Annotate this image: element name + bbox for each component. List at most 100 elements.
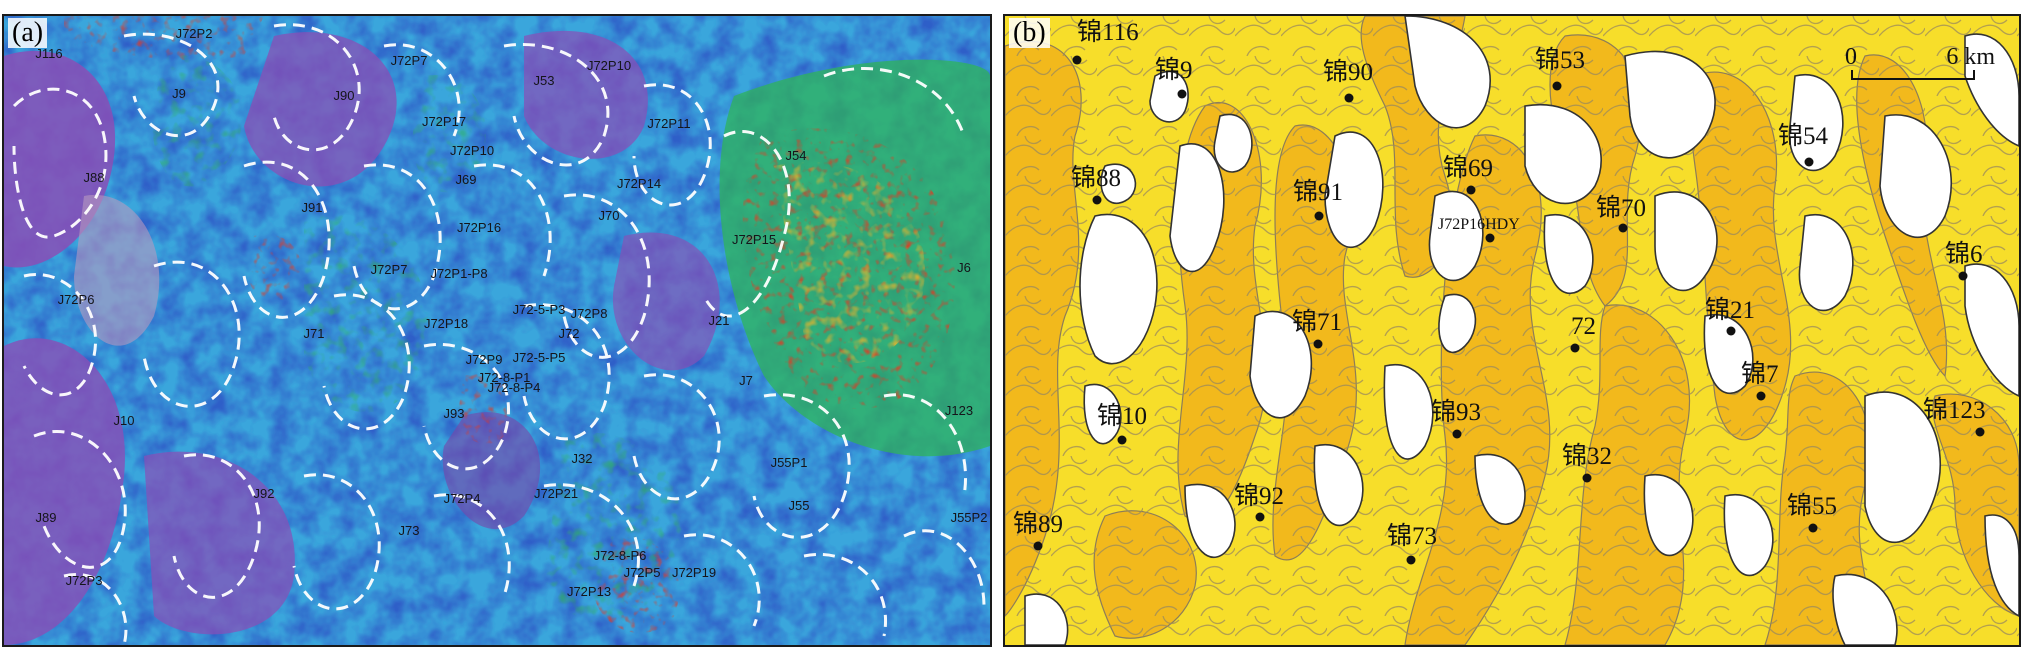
well-label-a: J72P19 bbox=[671, 565, 717, 580]
scale-bar-line bbox=[1851, 78, 1975, 80]
well-label-a: J72P3 bbox=[65, 573, 103, 588]
well-marker bbox=[1756, 391, 1766, 401]
well-label-b: 锦123 bbox=[1923, 397, 1986, 424]
well-label-b: 72 bbox=[1571, 313, 1596, 340]
well-label-b: 锦93 bbox=[1431, 399, 1482, 426]
attribute-map-panel: (a) J116 J72P2 J9 J88 J72P7 J90 J53 J72P10 J72P1… bbox=[2, 14, 992, 647]
sand-body-map bbox=[1005, 16, 2019, 645]
well-label-b: 锦89 bbox=[1013, 511, 1064, 538]
well-marker bbox=[1406, 555, 1416, 565]
well-label-a: J123 bbox=[944, 403, 974, 418]
well-marker bbox=[1466, 185, 1476, 195]
well-label-a: J72P1-P8 bbox=[430, 266, 488, 281]
well-label-b: 锦21 bbox=[1705, 297, 1756, 324]
well-marker bbox=[1618, 223, 1628, 233]
well-label-a: J32 bbox=[571, 451, 593, 466]
well-label-a: J72P4 bbox=[443, 491, 481, 506]
well-label-b: 锦69 bbox=[1443, 155, 1494, 182]
well-label-a: J9 bbox=[172, 86, 186, 101]
well-label-a: J69 bbox=[455, 172, 477, 187]
well-label-a: J55 bbox=[788, 498, 810, 513]
scale-bar-tick-right bbox=[1973, 70, 1975, 78]
well-label-a: J72P9 bbox=[465, 352, 503, 367]
well-label-a: J72P18 bbox=[423, 316, 469, 331]
well-marker bbox=[1726, 326, 1736, 336]
well-marker bbox=[1485, 233, 1495, 243]
well-marker bbox=[1958, 271, 1968, 281]
well-label-a: J90 bbox=[333, 88, 355, 103]
well-label-a: J72-8-P4 bbox=[487, 380, 541, 395]
well-label-a: J72-5-P3 bbox=[512, 302, 566, 317]
well-marker bbox=[1975, 427, 1985, 437]
well-label-b: 锦88 bbox=[1071, 165, 1122, 192]
well-label-a: J72P13 bbox=[566, 584, 612, 599]
well-label-a: J72P10 bbox=[449, 143, 495, 158]
well-label-a: J72P21 bbox=[533, 486, 579, 501]
well-label-b: 锦71 bbox=[1292, 309, 1343, 336]
well-label-a: J6 bbox=[957, 260, 971, 275]
seismic-attribute-image bbox=[4, 16, 990, 645]
well-label-b: 锦90 bbox=[1323, 59, 1374, 86]
panel-a-label: (a) bbox=[8, 18, 48, 48]
well-marker bbox=[1344, 93, 1354, 103]
well-label-a: J55P1 bbox=[770, 455, 808, 470]
well-label-a: J93 bbox=[443, 406, 465, 421]
well-label-a: J72P5 bbox=[623, 565, 661, 580]
well-label-b: 锦53 bbox=[1535, 47, 1586, 74]
well-label-a: J53 bbox=[533, 73, 555, 88]
well-label-a: J55P2 bbox=[950, 510, 988, 525]
well-label-a: J21 bbox=[708, 313, 730, 328]
well-marker bbox=[1313, 339, 1323, 349]
well-label-a: J72P7 bbox=[390, 53, 428, 68]
well-label-b: 锦91 bbox=[1293, 179, 1344, 206]
well-label-a: J72P17 bbox=[421, 114, 467, 129]
well-label-a: J72P2 bbox=[175, 26, 213, 41]
well-label-a: J7 bbox=[739, 373, 753, 388]
well-marker bbox=[1570, 343, 1580, 353]
well-marker bbox=[1452, 429, 1462, 439]
well-label-a: J72-8-P1 bbox=[477, 370, 531, 385]
well-label-a: J72P10 bbox=[586, 58, 632, 73]
scale-bar-distance-label: 6 km bbox=[1946, 44, 1995, 70]
well-label-a: J72P16 bbox=[456, 220, 502, 235]
well-label-a: J72P8 bbox=[570, 306, 608, 321]
well-label-b: 锦6 bbox=[1945, 241, 1983, 268]
well-label-b: 锦73 bbox=[1387, 523, 1438, 550]
well-label-a: J72-8-P6 bbox=[593, 548, 647, 563]
scale-bar: 0 6 km bbox=[1845, 44, 1995, 84]
well-label-a: J116 bbox=[35, 46, 63, 61]
well-marker bbox=[1033, 541, 1043, 551]
well-label-a: J72P11 bbox=[647, 116, 691, 131]
sand-body-map-panel: (b) 0 6 km 锦116 锦9 锦90 锦53 锦54 锦88 锦69 锦91 锦70 J7… bbox=[1003, 14, 2021, 647]
well-marker bbox=[1582, 473, 1592, 483]
well-label-a: J54 bbox=[785, 148, 807, 163]
well-label-b: 锦116 bbox=[1077, 19, 1139, 46]
well-label-b: J72P16HDY bbox=[1438, 216, 1520, 233]
well-label-a: J72-5-P5 bbox=[512, 350, 566, 365]
well-marker bbox=[1804, 157, 1814, 167]
well-label-a: J70 bbox=[598, 208, 620, 223]
well-label-b: 锦70 bbox=[1596, 195, 1647, 222]
well-label-a: J72P7 bbox=[370, 262, 408, 277]
well-label-a: J72P14 bbox=[616, 176, 662, 191]
well-marker bbox=[1808, 523, 1818, 533]
well-marker bbox=[1552, 81, 1562, 91]
well-label-b: 锦7 bbox=[1741, 361, 1779, 388]
well-label-b: 锦10 bbox=[1097, 403, 1148, 430]
well-label-a: J89 bbox=[35, 510, 57, 525]
panel-b-label: (b) bbox=[1009, 18, 1050, 48]
well-marker bbox=[1072, 55, 1082, 65]
well-marker bbox=[1092, 195, 1102, 205]
well-marker bbox=[1314, 211, 1324, 221]
well-label-b: 锦55 bbox=[1787, 493, 1838, 520]
well-label-a: J72P15 bbox=[731, 232, 777, 247]
well-label-a: J72P6 bbox=[57, 292, 95, 307]
well-marker bbox=[1117, 435, 1127, 445]
scale-bar-tick-left bbox=[1851, 70, 1853, 78]
well-label-a: J71 bbox=[303, 326, 325, 341]
well-label-b: 锦54 bbox=[1778, 123, 1829, 150]
well-label-b: 锦32 bbox=[1562, 443, 1613, 470]
well-label-a: J91 bbox=[301, 200, 323, 215]
well-marker bbox=[1255, 512, 1265, 522]
well-label-a: J73 bbox=[398, 523, 420, 538]
